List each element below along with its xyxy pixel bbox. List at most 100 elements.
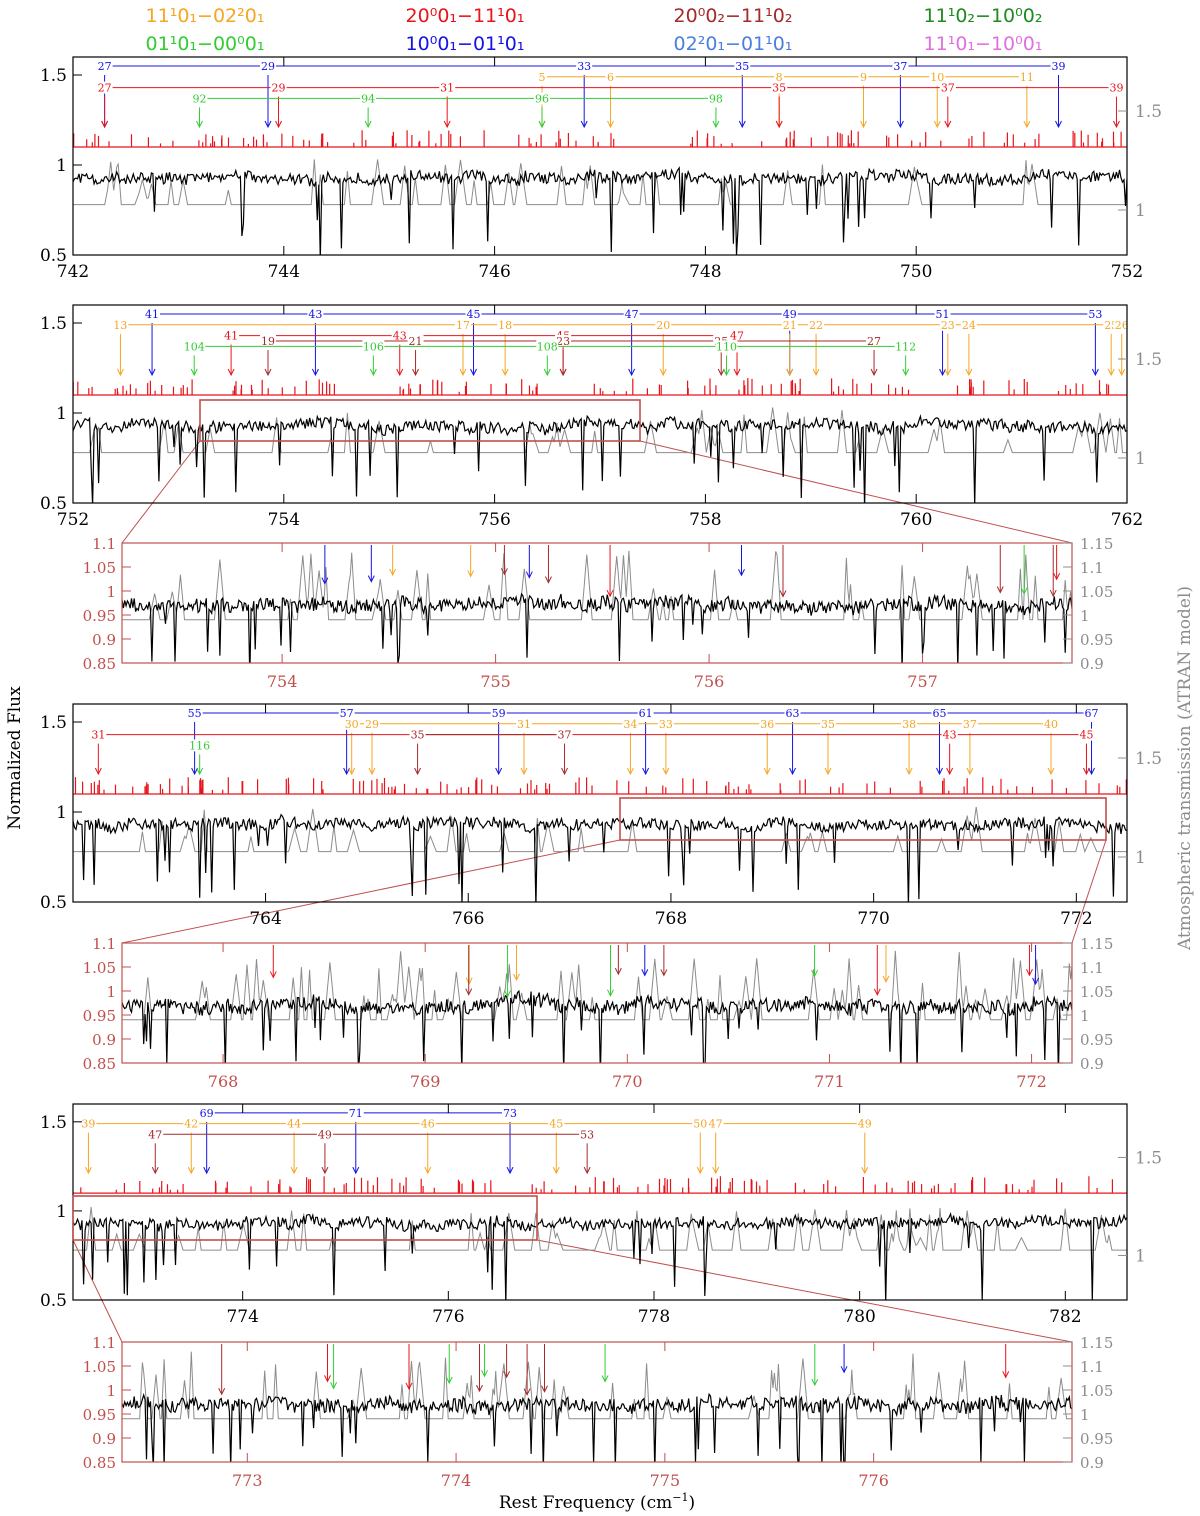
observed-spectrum-line [73, 413, 1127, 503]
line-id-arrowhead [860, 120, 867, 129]
zoom-line-arrowhead [996, 586, 1004, 594]
line-id-arrowhead [506, 1166, 514, 1175]
line-id-label-bg [347, 1106, 364, 1119]
zoom-connectors [72, 440, 1107, 1343]
line-id-label-bg [960, 318, 977, 331]
x-tick-label: 757 [907, 672, 938, 691]
line-id-arrowhead [187, 1166, 195, 1175]
line-id-label-bg [657, 717, 674, 730]
line-id-label: 35 [821, 718, 835, 731]
x-tick-label: 742 [57, 262, 89, 282]
x-tick-label: 766 [452, 909, 484, 929]
line-id-label-bg [419, 1117, 436, 1130]
legend-band-11-10-1: 11¹0₁−10⁰0₁ [924, 33, 1043, 55]
line-id-label-bg [781, 308, 798, 320]
line-id-arrowhead [717, 368, 725, 377]
line-id-label-bg [198, 1106, 215, 1119]
line-id-label-bg [1108, 81, 1125, 94]
line-id-label-bg [183, 340, 206, 353]
y-tick-label: 1 [106, 983, 116, 1001]
line-id-label-bg [360, 92, 377, 105]
zoom-line-arrowhead [269, 971, 277, 979]
line-id-label: 65 [933, 707, 947, 720]
line-id-label: 98 [709, 92, 723, 105]
line-id-label: 27 [98, 82, 112, 95]
line-id-arrowhead [896, 120, 904, 129]
line-id-label-bg [188, 739, 211, 752]
line-id-label-bg [556, 728, 573, 741]
line-id-label: 67 [1085, 707, 1099, 720]
y-tick-label: 0.5 [40, 494, 67, 514]
zoom-line-arrowhead [445, 1376, 453, 1385]
zoom-line-arrowhead [811, 969, 819, 978]
atran-model-line [73, 159, 1127, 206]
line-id-label-bg [96, 60, 113, 72]
y-tick-label: 0.95 [83, 1406, 116, 1424]
zoom-line-arrowhead [1026, 968, 1033, 977]
line-id-arrowhead [190, 368, 198, 377]
line-id-arrowhead [965, 368, 973, 377]
line-id-label: 35 [411, 729, 425, 742]
line-id-arrowhead [1023, 120, 1031, 129]
line-id-arrowhead [396, 368, 404, 377]
line-id-label: 50 [693, 1118, 707, 1131]
y2-tick-label: 0.9 [1080, 1454, 1104, 1472]
line-id-label-bg [391, 329, 408, 342]
line-id-label: 53 [1088, 308, 1102, 321]
line-id-label-bg [497, 318, 514, 331]
line-id-label-bg [343, 717, 360, 730]
x-tick-label: 756 [478, 510, 510, 530]
zoom-line-arrowhead [525, 571, 533, 579]
line-id-arrowhead [712, 1166, 720, 1175]
line-id-label: 51 [936, 308, 950, 321]
line-id-label-bg [316, 1128, 333, 1141]
line-id-label-bg [1113, 318, 1127, 331]
line-id-label: 19 [261, 335, 275, 348]
line-id-label: 13 [113, 319, 127, 332]
line-id-arrowhead [348, 767, 356, 776]
x-tick-label: 769 [410, 1072, 441, 1091]
y2-tick-label: 0.95 [1080, 1031, 1113, 1049]
line-id-arrowhead [712, 120, 720, 129]
y2-tick-label: 1 [1135, 449, 1146, 469]
line-id-arrowhead [905, 767, 913, 776]
line-id-label-bg [338, 707, 355, 719]
zoom-line-arrowhead [607, 989, 614, 997]
line-id-label: 108 [537, 340, 558, 353]
line-id-label-bg [715, 340, 738, 353]
model-spectrum-line [73, 130, 1127, 148]
legend-band-11-02: 11¹0₁−02²0₁ [146, 5, 265, 27]
panel-frame [72, 56, 1128, 256]
zoom-line-arrowhead [500, 568, 508, 576]
line-id-label: 37 [941, 82, 955, 95]
y-tick-label: 1 [56, 803, 67, 823]
line-id-label-bg [555, 335, 572, 347]
line-id-label-bg [759, 717, 776, 730]
line-id-arrowhead [203, 1166, 211, 1175]
line-id-label-bg [820, 717, 837, 730]
line-id-band_11_02: 30 29 31 34 33 36 35 38 37 40 [343, 717, 1059, 776]
line-id-label-bg [490, 707, 507, 719]
line-id-label-bg [734, 60, 751, 72]
zoom-2-connector-right [1071, 839, 1107, 944]
model-spectrum-line [73, 777, 1127, 795]
zoom-line-arrowhead [840, 1366, 848, 1374]
line-id-arrowhead [1055, 120, 1062, 129]
line-id-label: 38 [902, 718, 916, 731]
line-id-label-bg [781, 318, 798, 331]
line-id-band_11_02: 5 6 8 9 10 11 [537, 70, 1035, 129]
x-tick-label: 758 [689, 510, 721, 530]
zoom-line-arrowhead [1002, 1371, 1010, 1379]
y-tick-label: 0.5 [40, 1291, 67, 1311]
line-id-label: 35 [772, 82, 786, 95]
line-id-label: 29 [261, 60, 275, 73]
plot-area: 27 29 33 35 37 39 5 6 8 9 10 11 27 29 31 35 37 39 92 94 96 98 [73, 60, 1127, 255]
panel-frame [121, 542, 1073, 664]
x-axis-label: Rest Frequency (cm−1) [499, 1491, 695, 1513]
line-id-label-bg [929, 70, 946, 83]
zoom-line-arrowhead [882, 975, 890, 983]
line-id-label: 59 [492, 707, 506, 720]
line-id-arrowhead [1083, 767, 1090, 776]
panel-zoom-1: 754 755 756 757 0.85 0.9 0.95 1 1.05 1.1 0.9 0.95 1 1… [83, 535, 1114, 691]
